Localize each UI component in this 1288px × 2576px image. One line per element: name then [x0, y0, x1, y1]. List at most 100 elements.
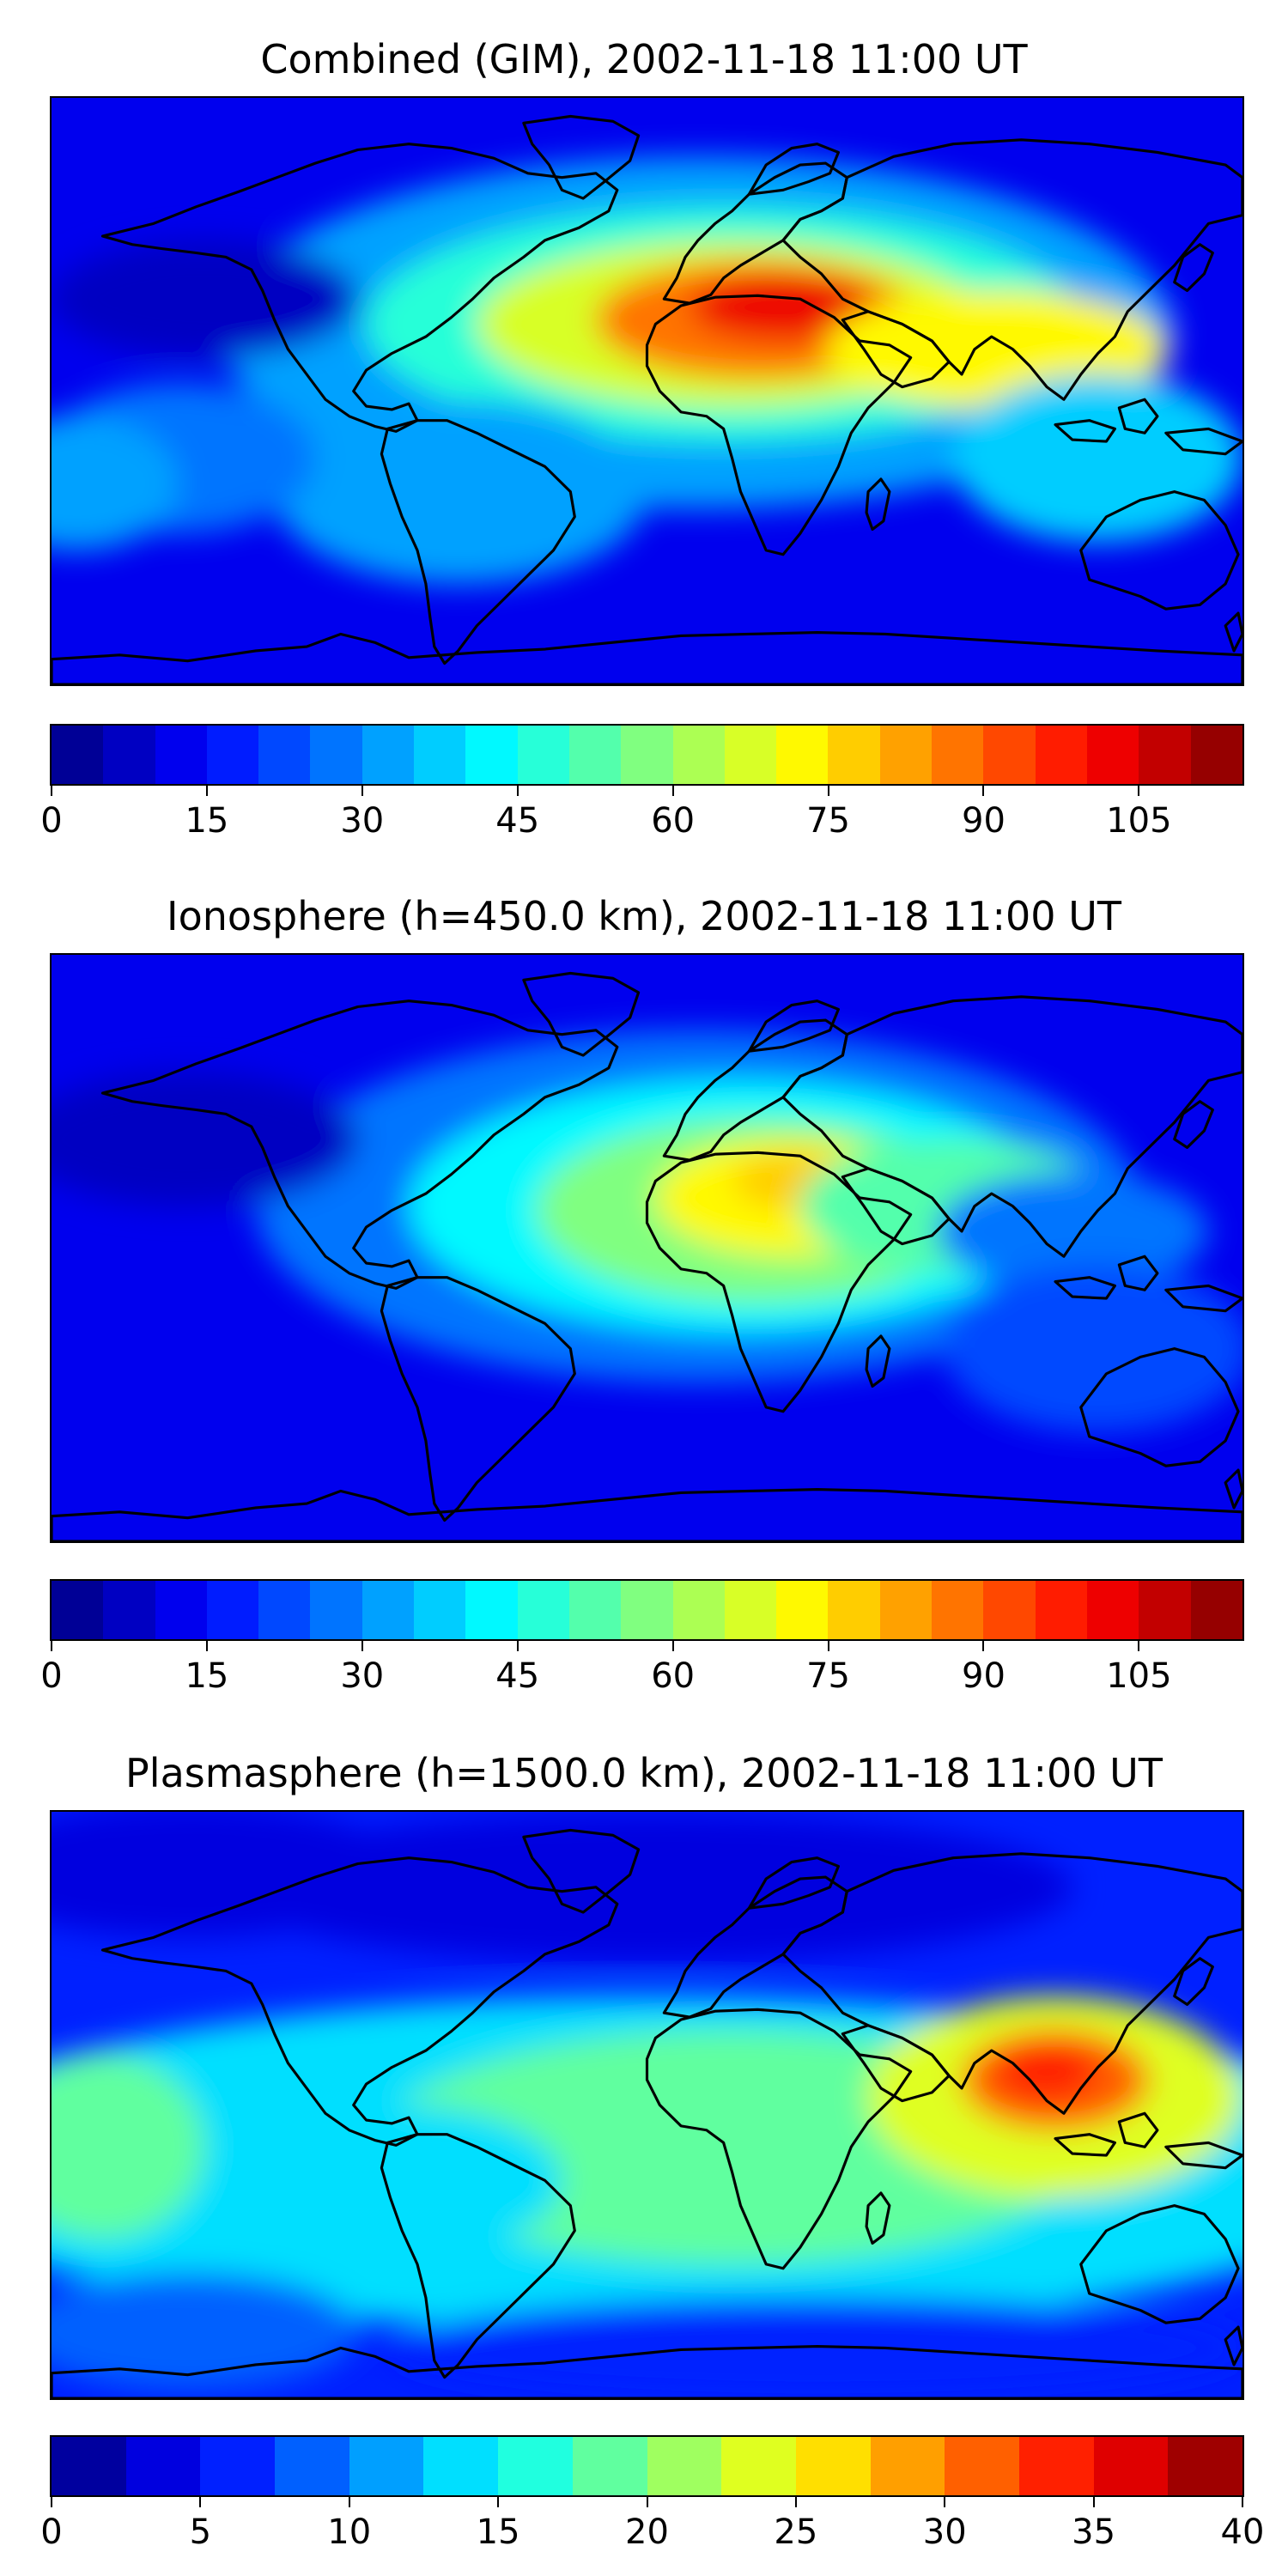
field-region	[52, 2272, 358, 2391]
colorbar-tick-label: 105	[1106, 1656, 1172, 1696]
coastline	[1117, 398, 1159, 434]
coastline	[1224, 2325, 1242, 2366]
colorbar-level	[621, 1581, 673, 1639]
heatmap-ionosphere	[50, 953, 1244, 1543]
colorbar-level	[103, 1581, 155, 1639]
coastline	[865, 477, 891, 532]
colorbar-level	[155, 1581, 207, 1639]
colorbar-tick-mark	[361, 1641, 363, 1651]
coastline	[52, 2344, 1242, 2398]
field-region	[222, 1812, 1072, 1963]
colorbar-tick-label: 0	[40, 801, 63, 841]
coastline	[1054, 2133, 1116, 2157]
colorbar-tick-mark	[51, 1641, 52, 1651]
coastline	[645, 1151, 913, 1413]
colorbar-level	[103, 726, 155, 784]
colorbar-level	[983, 1581, 1036, 1639]
colorbar-level	[724, 726, 777, 784]
colorbar-tick-label: 0	[40, 2512, 63, 2552]
colorbar-level	[125, 2437, 201, 2495]
map-svg	[52, 1812, 1242, 2398]
colorbar-tick-label: 15	[476, 2512, 520, 2552]
colorbar-level	[647, 2437, 722, 2495]
colorbar-tick-label: 0	[40, 1656, 63, 1696]
coastline	[52, 630, 1242, 684]
colorbar-tick-mark	[794, 2497, 797, 2507]
colorbar-tick-label: 45	[495, 801, 540, 841]
colorbar-level	[1035, 1581, 1087, 1639]
colorbar-ticks: 0 5 10 15 20 25 30 35 40	[40, 2497, 1264, 2552]
colorbar-level	[572, 2437, 647, 2495]
colorbar-level	[1018, 2437, 1094, 2495]
coastline	[1079, 2204, 1240, 2324]
colorbar-tick-mark	[497, 2497, 500, 2507]
colorbar-tick-label: 35	[1072, 2512, 1116, 2552]
colorbar-level	[568, 1581, 622, 1639]
coastline	[781, 1852, 1242, 2115]
coastline	[747, 1856, 840, 1910]
colorbar-level	[1086, 1581, 1139, 1639]
colorbar-level	[932, 1581, 984, 1639]
coastline	[747, 999, 840, 1053]
field-contours	[52, 156, 1242, 584]
coastline	[865, 1334, 891, 1388]
colorbar-tick-mark	[1138, 1641, 1140, 1651]
coastline	[522, 1828, 641, 1914]
colorbar-level	[200, 2437, 276, 2495]
field-region	[272, 399, 647, 584]
colorbar-tick-mark	[982, 786, 985, 796]
colorbar-tick-label: 60	[651, 1656, 696, 1696]
colorbar-level	[465, 726, 518, 784]
colorbar-tick-label: 20	[625, 2512, 669, 2552]
colorbar-tick-label: 15	[185, 801, 229, 841]
colorbar-tick-label: 30	[922, 2512, 967, 2552]
coastline	[1079, 1347, 1240, 1467]
colorbar-level	[310, 726, 362, 784]
coastline	[52, 1487, 1242, 1541]
colorbar-level	[879, 726, 933, 784]
colorbar-tick-mark	[361, 786, 363, 796]
field-region	[52, 2054, 205, 2239]
colorbar-level	[945, 2437, 1019, 2495]
coastlines	[52, 1828, 1242, 2398]
colorbar-tick-mark	[1138, 786, 1140, 796]
field-region	[52, 1357, 299, 1492]
coastline	[645, 2008, 913, 2270]
coastline	[1224, 1468, 1242, 1510]
colorbar	[50, 724, 1244, 786]
colorbar-level	[672, 726, 725, 784]
colorbar-tick-mark	[1092, 2497, 1095, 2507]
heatmap-combined	[50, 96, 1244, 686]
coastline	[100, 999, 619, 1290]
colorbar-tick-mark	[671, 786, 674, 796]
map-svg	[52, 98, 1242, 684]
colorbar-tick-label: 30	[340, 1656, 385, 1696]
colorbar-level	[517, 1581, 569, 1639]
colorbar-tick-label: 75	[806, 1656, 851, 1696]
colorbar-level	[361, 1581, 415, 1639]
coastline	[1164, 2141, 1242, 2170]
coastline	[1164, 1284, 1242, 1313]
colorbar-level	[721, 2437, 796, 2495]
coastline	[747, 143, 840, 196]
colorbar-level	[1190, 1581, 1242, 1639]
field-region	[690, 273, 877, 341]
colorbar-level	[414, 726, 466, 784]
heatmap-plasmasphere	[50, 1810, 1244, 2400]
colorbar-tick-label: 90	[962, 801, 1005, 841]
colorbar-tick-label: 60	[651, 801, 696, 841]
colorbar-ticks: 0 15 30 45 60 75 90 105	[40, 1641, 1242, 1696]
coastline	[380, 1276, 576, 1522]
field-contours	[52, 1030, 1242, 1492]
field-region	[222, 2105, 562, 2257]
colorbar-tick-mark	[205, 1641, 208, 1651]
colorbar-level	[361, 726, 415, 784]
colorbar-level	[1168, 2437, 1242, 2495]
colorbar-level	[1139, 1581, 1191, 1639]
field-region	[953, 374, 1242, 543]
field-region	[945, 1265, 1242, 1433]
coastline	[100, 1856, 619, 2147]
coastline	[1173, 243, 1214, 292]
colorbar-level	[52, 1581, 104, 1639]
colorbar-tick-label: 30	[340, 801, 385, 841]
